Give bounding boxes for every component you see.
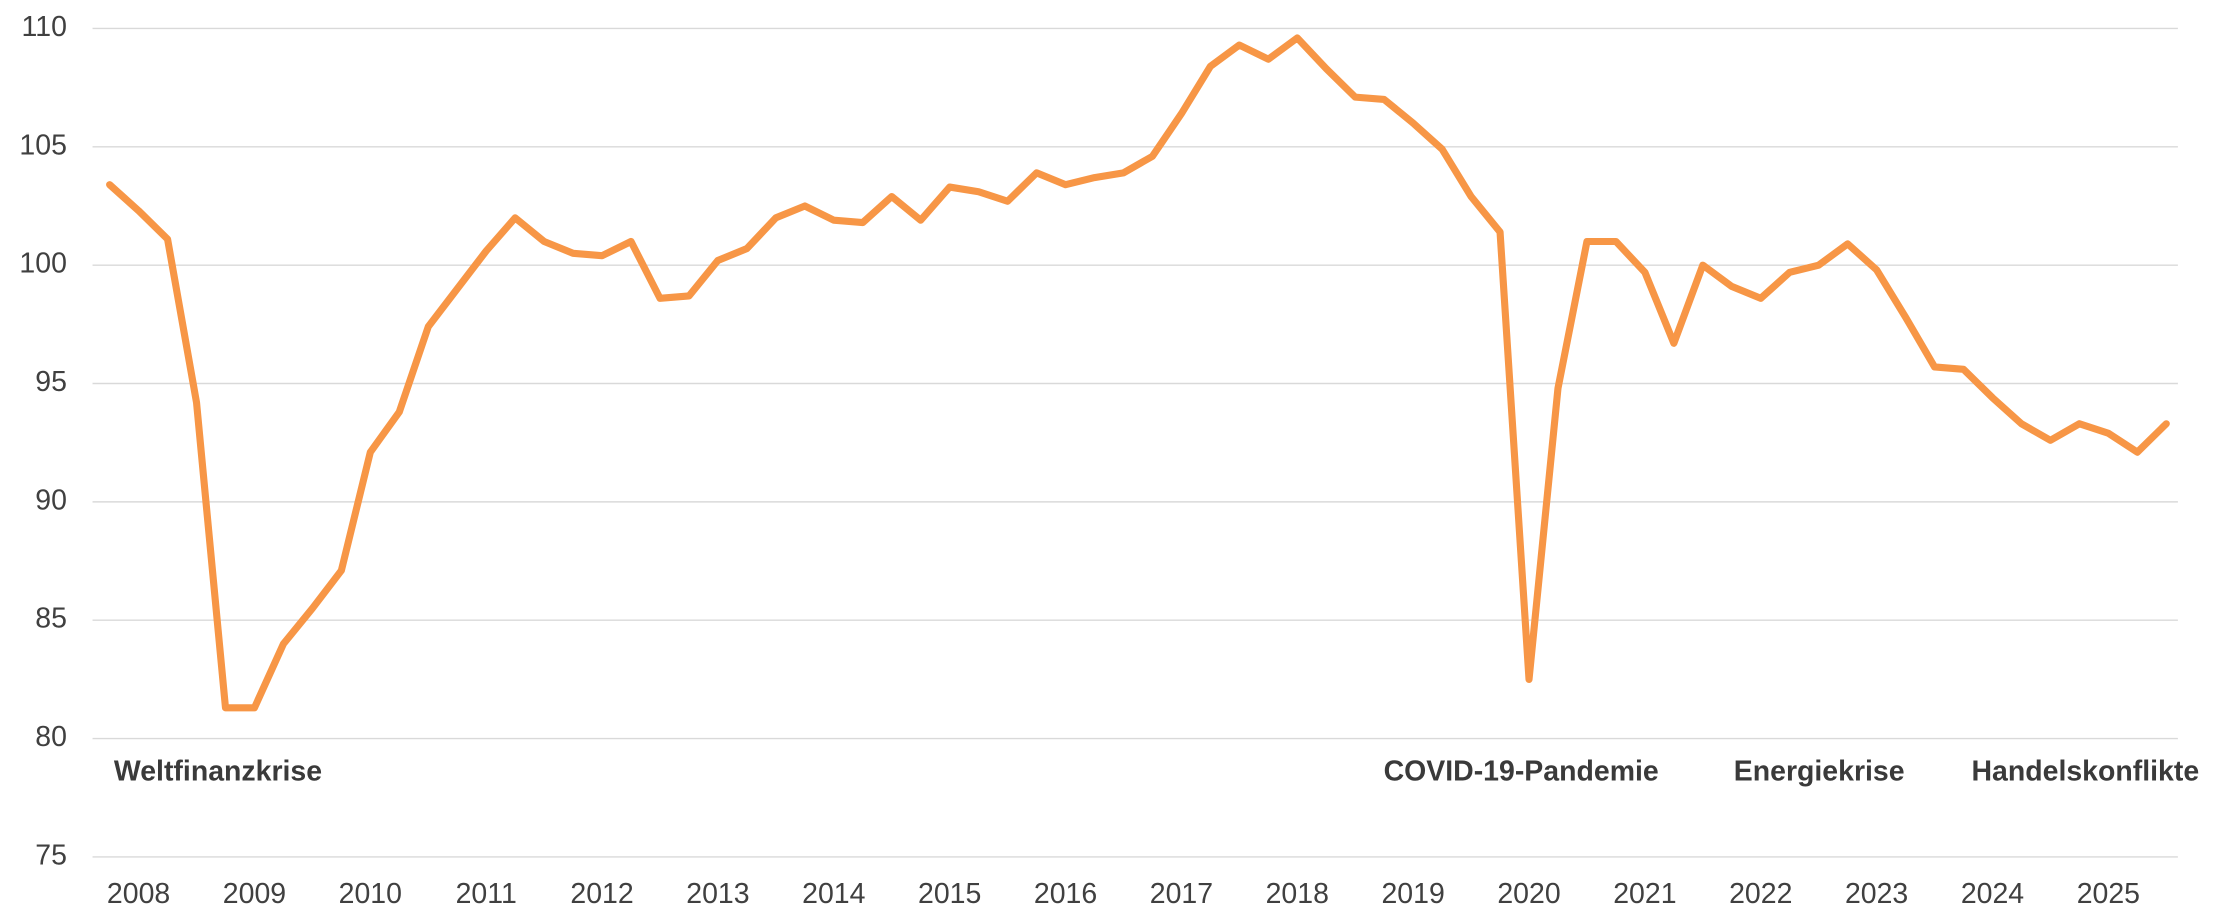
annotation: Handelskonflikte	[1971, 755, 2199, 787]
x-tick-label: 2011	[456, 878, 517, 910]
y-tick-label: 110	[22, 11, 67, 43]
x-tick-label: 2012	[570, 878, 633, 910]
x-tick-label: 2018	[1266, 878, 1329, 910]
x-tick-label: 2009	[223, 878, 286, 910]
x-tick-label: 2024	[1961, 878, 2024, 910]
x-tick-label: 2016	[1034, 878, 1097, 910]
y-tick-label: 90	[35, 484, 67, 516]
x-tick-label: 2021	[1613, 878, 1676, 910]
x-tick-label: 2023	[1845, 878, 1908, 910]
x-tick-label: 2013	[686, 878, 749, 910]
x-tick-label: 2010	[339, 878, 402, 910]
x-tick-label: 2019	[1381, 878, 1444, 910]
x-tick-label: 2014	[802, 878, 865, 910]
data-line	[106, 34, 2170, 712]
x-tick-label: 2008	[107, 878, 170, 910]
y-tick-label: 85	[35, 603, 67, 635]
annotation: COVID-19-Pandemie	[1384, 755, 1659, 787]
y-tick-label: 75	[35, 839, 67, 871]
y-tick-label: 95	[35, 366, 67, 398]
x-tick-label: 2022	[1729, 878, 1792, 910]
x-tick-label: 2017	[1150, 878, 1213, 910]
y-tick-label: 105	[19, 129, 66, 161]
x-tick-label: 2015	[918, 878, 981, 910]
x-tick-label: 2020	[1497, 878, 1560, 910]
x-tick-label: 2025	[2077, 878, 2140, 910]
y-tick-label: 100	[19, 248, 66, 280]
annotation: Energiekrise	[1734, 755, 1905, 787]
y-tick-label: 80	[35, 721, 67, 753]
annotation: Weltfinanzkrise	[114, 755, 322, 787]
